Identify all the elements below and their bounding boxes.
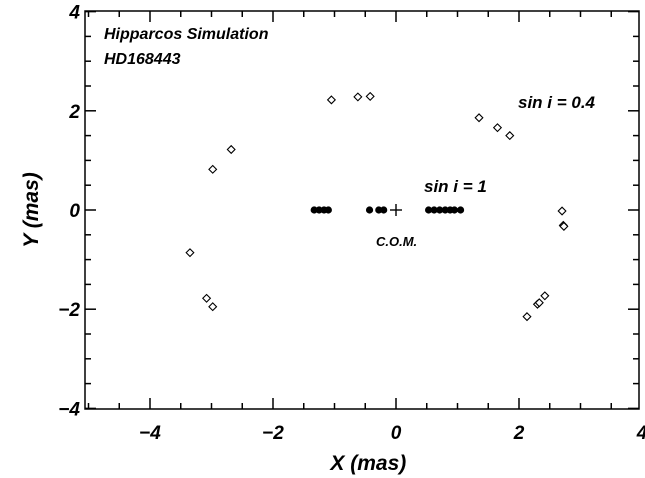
x-tick-label: 4 [636, 423, 645, 444]
diamond-point [522, 312, 532, 322]
filled-circle-point [441, 206, 449, 214]
diamond-point [559, 221, 569, 231]
x-tick-label: −2 [262, 423, 284, 444]
diamond-point [365, 91, 375, 101]
annotation-sin-i-04: sin i = 0.4 [518, 93, 596, 112]
com-plus-marker [390, 204, 402, 216]
filled-circle-point [324, 206, 332, 214]
diamond-point [208, 302, 218, 312]
y-tick-label: 4 [68, 3, 80, 24]
diamond-point [540, 291, 550, 301]
filled-circle-point [380, 206, 388, 214]
y-tick-label: 0 [69, 201, 80, 222]
diamond-point [474, 113, 484, 123]
filled-circle-point [365, 206, 374, 214]
diamond-point [208, 164, 218, 174]
y-tick-label: −2 [58, 300, 80, 321]
annotation-title: Hipparcos Simulation [104, 26, 269, 43]
annotation-star-name: HD168443 [104, 51, 181, 68]
annotation-sin-i-1: sin i = 1 [424, 177, 487, 196]
x-axis-label: X (mas) [329, 452, 406, 475]
y-tick-labels: −4 −2 0 2 4 [58, 3, 80, 421]
diamond-point [492, 123, 503, 133]
x-tick-labels: −4 −2 0 2 4 [139, 423, 645, 444]
diamond-point [326, 95, 337, 105]
filled-circle-point [315, 206, 323, 214]
annotation-com: C.O.M. [376, 234, 417, 249]
diamond-point [202, 293, 212, 303]
y-tick-label: 2 [68, 102, 80, 123]
filled-circle-point [375, 206, 383, 214]
x-tick-label: 0 [391, 423, 402, 444]
filled-circle-point [436, 206, 444, 214]
filled-circle-point [424, 206, 433, 214]
filled-circle-point [456, 206, 465, 214]
data-points [185, 91, 569, 322]
diamond-point [505, 131, 515, 141]
filled-circle-point [450, 206, 459, 214]
y-axis-label: Y (mas) [20, 172, 43, 247]
diamond-point [185, 248, 195, 258]
diamond-point [353, 92, 363, 102]
tick-marks [85, 10, 639, 410]
y-tick-label: −4 [58, 399, 80, 420]
diamond-point [534, 298, 544, 308]
filled-circle-point [430, 206, 438, 214]
diamond-point [557, 206, 567, 216]
x-tick-label: 2 [513, 423, 525, 444]
filled-circle-point [310, 206, 318, 214]
x-tick-label: −4 [139, 423, 161, 444]
diamond-point [226, 144, 236, 155]
